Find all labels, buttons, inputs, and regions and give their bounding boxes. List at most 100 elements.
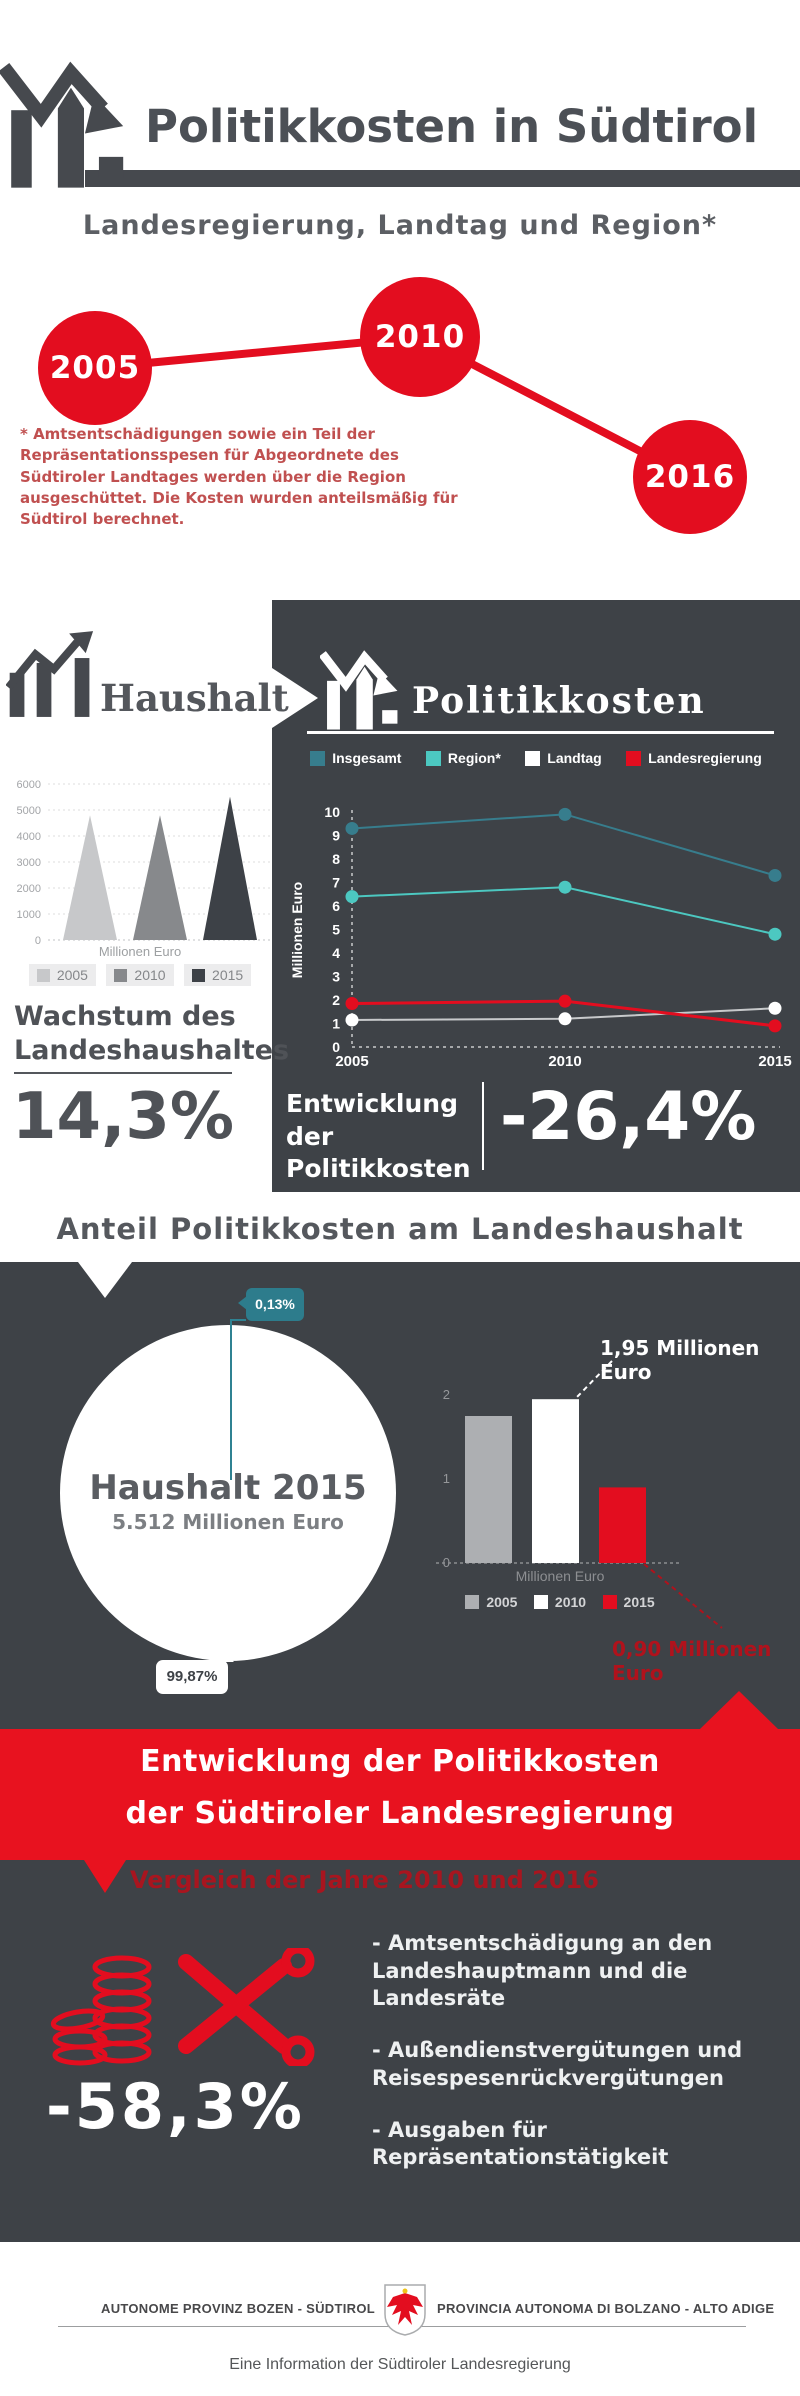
legend-item-2015: 2015 bbox=[602, 1594, 655, 1610]
legend-label: Region* bbox=[447, 750, 501, 766]
footer-right-label: PROVINCIA AUTONOMA DI BOLZANO - ALTO ADI… bbox=[437, 2301, 775, 2316]
svg-text:7: 7 bbox=[332, 875, 340, 891]
legend-label: 2015 bbox=[623, 1594, 655, 1610]
svg-text:9: 9 bbox=[332, 828, 340, 844]
growth-label: Wachstum des Landeshaushaltes bbox=[14, 1001, 290, 1066]
footnote: * Amtsentschädigungen sowie ein Teil der… bbox=[20, 425, 458, 529]
legend-item-landtag: Landtag bbox=[525, 750, 602, 766]
bullet-item: - Außendienstvergütungen und Reisespesen… bbox=[372, 2038, 743, 2090]
svg-text:0: 0 bbox=[332, 1039, 340, 1055]
legend-label: 2015 bbox=[212, 967, 244, 983]
development-value: -26,4% bbox=[500, 1078, 757, 1155]
footer-left-label: AUTONOME PROVINZ BOZEN - SÜDTIROL bbox=[101, 2301, 375, 2316]
legend-label: Landtag bbox=[547, 750, 602, 766]
svg-text:2005: 2005 bbox=[335, 1053, 368, 1070]
banner-subtitle: Vergleich der Jahre 2010 und 2016 bbox=[130, 1866, 599, 1894]
svg-text:0: 0 bbox=[35, 935, 41, 947]
svg-text:2000: 2000 bbox=[17, 883, 41, 895]
title-underline-bar bbox=[85, 170, 800, 187]
growth-underline bbox=[14, 1072, 232, 1074]
pie-callout-connector bbox=[230, 1319, 246, 1321]
pie-big-label: 99,87% bbox=[156, 1660, 228, 1694]
south-tyrol-eagle-crest-icon bbox=[384, 2284, 426, 2336]
legend-swatch-2005 bbox=[465, 1595, 480, 1609]
svg-text:2015: 2015 bbox=[758, 1053, 791, 1070]
svg-text:4000: 4000 bbox=[17, 831, 41, 843]
legend-label: 2010 bbox=[134, 967, 166, 983]
bar-chart-legend: 2005 2010 2015 bbox=[415, 1594, 705, 1614]
legend-swatch-landtag bbox=[525, 750, 541, 766]
coin-stacks-icon bbox=[50, 1955, 152, 2066]
svg-text:0: 0 bbox=[443, 1555, 450, 1570]
rising-bar-chart-arrow-icon bbox=[6, 631, 94, 717]
declining-house-chart-arrow-icon-white bbox=[320, 650, 398, 730]
red-banner bbox=[0, 1729, 800, 1860]
haushalt-pie bbox=[60, 1325, 396, 1661]
legend-swatch-insgesamt bbox=[310, 750, 326, 766]
svg-text:6000: 6000 bbox=[17, 779, 41, 791]
legend-swatch-landesregierung bbox=[626, 750, 642, 766]
svg-text:10: 10 bbox=[324, 804, 340, 820]
politikkosten-title-underline bbox=[307, 731, 774, 734]
haushalt-title: Haushalt bbox=[100, 676, 289, 720]
banner-line2: der Südtiroler Landesregierung bbox=[125, 1796, 675, 1831]
page-title: Politikkosten in Südtirol bbox=[145, 100, 759, 153]
white-notch-down bbox=[78, 1262, 132, 1298]
svg-text:4: 4 bbox=[332, 945, 340, 961]
development-divider bbox=[482, 1082, 484, 1170]
page-subtitle: Landesregierung, Landtag und Region* bbox=[82, 210, 718, 241]
annotation-connector-low bbox=[643, 1563, 723, 1629]
anteil-bar-chart: 0 1 2 bbox=[436, 1387, 682, 1570]
bar-annotation-low: 0,90 Millionen Euro bbox=[612, 1637, 772, 1685]
legend-item-2010: 2010 bbox=[533, 1594, 587, 1610]
timeline-year-2016: 2016 bbox=[633, 420, 747, 534]
line-chart-legend: Insgesamt Region* Landtag Landesregierun… bbox=[272, 750, 800, 771]
reduction-value: -58,3% bbox=[46, 2070, 305, 2143]
timeline-year-2010: 2010 bbox=[360, 277, 480, 397]
banner-line1: Entwicklung der Politikkosten bbox=[140, 1744, 660, 1779]
growth-value: 14,3% bbox=[12, 1080, 235, 1154]
legend-swatch-region bbox=[425, 750, 441, 766]
svg-text:8: 8 bbox=[332, 851, 340, 867]
svg-text:5000: 5000 bbox=[17, 805, 41, 817]
legend-swatch-2005 bbox=[36, 968, 50, 982]
svg-text:1: 1 bbox=[332, 1016, 340, 1032]
svg-text:2010: 2010 bbox=[548, 1053, 581, 1070]
legend-item-2010: 2010 bbox=[106, 964, 174, 986]
bar-annotation-high: 1,95 Millionen Euro bbox=[600, 1336, 760, 1384]
legend-item-2005: 2005 bbox=[465, 1594, 517, 1610]
right-arrow-shape bbox=[272, 668, 318, 728]
triangle-chart-legend: 2005 2010 2015 bbox=[4, 964, 276, 987]
bullet-item: - Ausgaben für Repräsentationstätigkeit bbox=[372, 2117, 669, 2170]
svg-text:3: 3 bbox=[332, 969, 340, 985]
pie-small-label: 0,13% bbox=[246, 1288, 304, 1321]
anteil-heading: Anteil Politikkosten am Landeshaushalt bbox=[56, 1212, 744, 1246]
legend-label: 2010 bbox=[554, 1594, 587, 1610]
reduction-bullets: - Amtsentschädigung an den Landeshauptma… bbox=[372, 1930, 787, 2172]
legend-label: 2005 bbox=[56, 967, 88, 983]
banner-notch-up bbox=[700, 1691, 778, 1729]
declining-house-chart-arrow-icon bbox=[0, 61, 124, 188]
legend-label: Insgesamt bbox=[332, 750, 402, 766]
pie-center-title: Haushalt 2015 bbox=[89, 1468, 367, 1508]
svg-text:2: 2 bbox=[332, 992, 340, 1008]
legend-swatch-2015 bbox=[602, 1595, 617, 1609]
bar-chart-xlabel: Millionen Euro bbox=[515, 1568, 605, 1584]
svg-text:6: 6 bbox=[332, 898, 340, 914]
timeline-year-2005: 2005 bbox=[38, 311, 152, 425]
legend-swatch-2010 bbox=[533, 1595, 548, 1609]
legend-swatch-2015 bbox=[192, 968, 206, 982]
svg-text:5: 5 bbox=[332, 922, 340, 938]
banner-notch-down bbox=[84, 1860, 126, 1893]
politikkosten-line-chart: 0 1 2 3 4 5 6 7 8 9 10 2005 2010 2015 Millionen Euro bbox=[289, 804, 792, 1070]
legend-label: 2005 bbox=[486, 1594, 518, 1610]
pie-sliver-line bbox=[230, 1319, 232, 1480]
pie-small-callout-tail bbox=[238, 1296, 247, 1310]
pie-big-callout-tail bbox=[218, 1646, 234, 1662]
legend-item-insgesamt: Insgesamt bbox=[310, 750, 401, 766]
legend-item-2005: 2005 bbox=[28, 964, 96, 986]
svg-text:Millionen Euro: Millionen Euro bbox=[289, 882, 305, 978]
scissors-icon bbox=[178, 1948, 315, 2066]
annotation-connector-high bbox=[576, 1360, 613, 1398]
